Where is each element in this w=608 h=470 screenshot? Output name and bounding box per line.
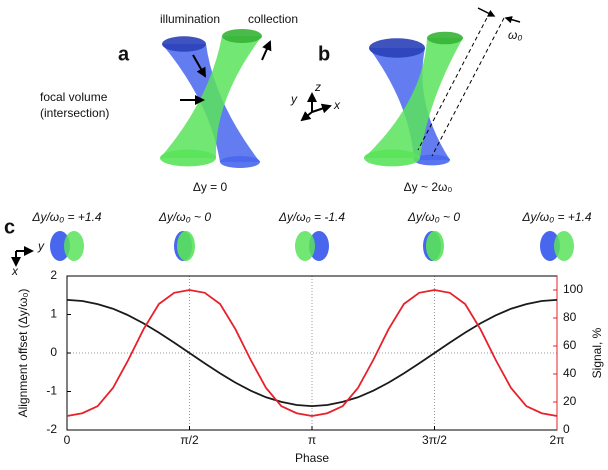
beam-spots: [50, 231, 574, 261]
label: focal volume: [40, 90, 108, 104]
x-tick-label: 3π/2: [422, 433, 447, 447]
offset-label: Δy/ω₀ ~ 0: [407, 210, 460, 224]
cone-end: [427, 31, 463, 45]
offset-label: Δy/ω₀ = -1.4: [278, 210, 345, 224]
y-tick-label: -1: [46, 384, 57, 398]
beam-spot: [540, 231, 560, 261]
cone-illustrations: [160, 29, 463, 168]
panel-label: b: [318, 43, 330, 65]
data-line: [66, 289, 558, 417]
cone-end: [364, 149, 420, 167]
x-tick-label: 0: [64, 433, 71, 447]
y2-tick-label: 100: [563, 282, 583, 296]
axis-letter: x: [11, 264, 19, 278]
y-tick-label: 1: [50, 307, 57, 321]
y2-tick-label: 40: [563, 366, 577, 380]
beam-spot: [426, 231, 444, 261]
beam-spot: [64, 231, 84, 261]
beam-spot: [309, 231, 329, 261]
caption: Δy = 0: [193, 180, 228, 194]
beam-spot: [177, 231, 195, 261]
x-tick-label: π/2: [180, 433, 199, 447]
data-line: [66, 298, 558, 408]
cone-end: [222, 29, 262, 43]
label: (intersection): [40, 106, 109, 120]
label: collection: [248, 12, 298, 26]
axis-letter: y: [290, 92, 298, 106]
axes-icon: [11, 246, 34, 267]
label: illumination: [160, 12, 220, 26]
offset-label: Δy/ω₀ = +1.4: [521, 210, 591, 224]
offset-label: Δy/ω₀ ~ 0: [158, 210, 211, 224]
guide: [417, 11, 491, 151]
beam-spot: [50, 231, 70, 261]
axis-letter: y: [37, 239, 45, 253]
beam-spot: [295, 231, 315, 261]
panel-label: a: [118, 43, 130, 65]
y-tick-label: 2: [50, 268, 57, 282]
arrow: [261, 40, 272, 61]
axis-letter: z: [314, 80, 321, 94]
guide: [431, 17, 505, 157]
cone-end: [220, 156, 260, 168]
beam-spot: [554, 231, 574, 261]
y2-tick-label: 20: [563, 394, 577, 408]
cone: [364, 38, 463, 158]
arrow: [192, 54, 206, 78]
y2-axis-label: Signal, %: [590, 327, 604, 378]
y-tick-label: -2: [46, 422, 57, 436]
offset-label: Δy/ω₀ = +1.4: [31, 210, 101, 224]
x-axis-label: Phase: [295, 451, 329, 465]
cone: [160, 36, 262, 158]
panel-label: c: [4, 216, 15, 238]
y2-tick-label: 0: [563, 422, 570, 436]
cone-end: [414, 154, 450, 166]
cone-end: [160, 149, 216, 167]
caption: Δy ~ 2ω₀: [404, 180, 453, 194]
arrow: [477, 7, 496, 17]
arrow: [504, 16, 521, 24]
y-axis-label: Alignment offset (Δy/ω₀): [16, 289, 30, 418]
axes-icon: [300, 92, 332, 122]
y-tick-label: 0: [50, 345, 57, 359]
cone-end: [162, 36, 206, 52]
x-tick-label: π: [308, 433, 316, 447]
cone-end: [369, 38, 425, 58]
y2-tick-label: 60: [563, 338, 577, 352]
x-tick-label: 2π: [550, 433, 565, 447]
y2-tick-label: 80: [563, 310, 577, 324]
label: ω₀: [508, 28, 522, 42]
axis-letter: x: [333, 98, 341, 112]
